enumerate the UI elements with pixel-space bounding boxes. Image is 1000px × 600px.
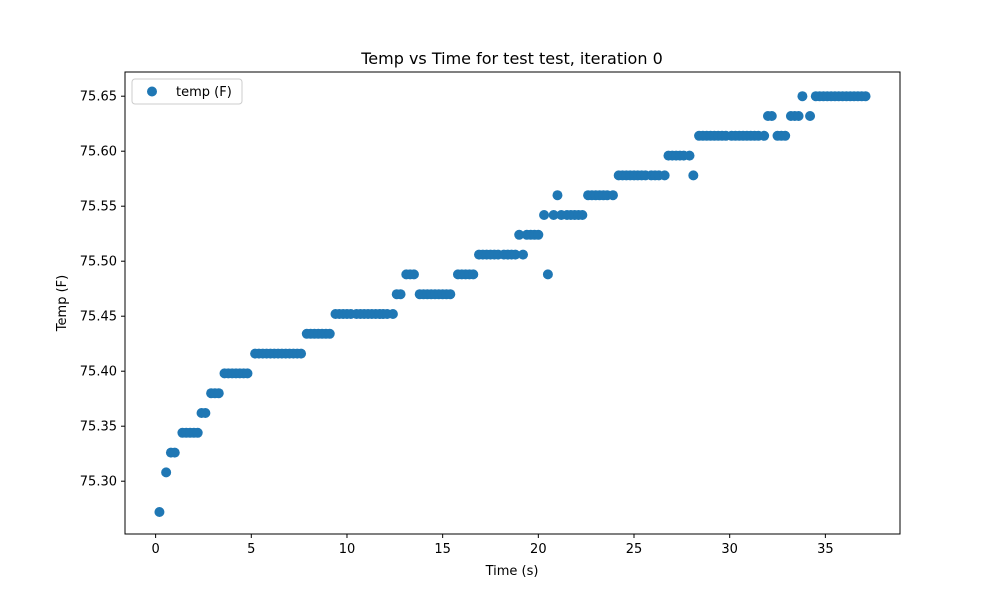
legend-label: temp (F) xyxy=(176,85,232,100)
y-tick-label: 75.65 xyxy=(80,90,117,105)
y-axis-label: Temp (F) xyxy=(55,275,70,332)
x-tick-label: 15 xyxy=(434,542,451,557)
plot-frame xyxy=(124,71,901,535)
x-tick-label: 20 xyxy=(530,542,547,557)
data-point xyxy=(688,170,699,181)
data-point xyxy=(242,368,253,379)
y-tick-label: 75.30 xyxy=(80,475,117,490)
x-tick-label: 0 xyxy=(151,542,159,557)
data-point xyxy=(766,111,777,121)
data-point xyxy=(539,210,550,220)
data-point xyxy=(395,289,406,300)
data-point xyxy=(793,111,804,121)
data-point xyxy=(514,229,525,240)
data-point xyxy=(548,210,559,220)
x-tick-label: 5 xyxy=(247,542,255,557)
data-point xyxy=(387,309,398,319)
data-point xyxy=(468,269,479,280)
y-tick-label: 75.50 xyxy=(80,255,117,270)
data-point xyxy=(408,269,419,280)
data-point xyxy=(659,170,670,181)
data-point xyxy=(759,130,770,141)
data-point xyxy=(684,150,695,161)
data-point xyxy=(860,91,871,102)
data-point xyxy=(510,249,521,260)
data-point xyxy=(552,190,563,201)
x-tick-label: 30 xyxy=(721,542,738,557)
data-point xyxy=(169,447,180,458)
data-point xyxy=(192,427,203,438)
data-point xyxy=(780,130,791,141)
y-tick-label: 75.55 xyxy=(80,200,117,215)
legend: temp (F) xyxy=(131,78,243,105)
x-axis-label: Time (s) xyxy=(485,564,539,579)
y-tick-label: 75.45 xyxy=(80,310,117,325)
data-point xyxy=(607,190,618,201)
data-point xyxy=(200,408,211,418)
x-tick-label: 10 xyxy=(339,542,356,557)
y-tick-label: 75.40 xyxy=(80,365,117,380)
data-point xyxy=(445,289,456,300)
data-point xyxy=(533,229,544,240)
chart-title: Temp vs Time for test test, iteration 0 xyxy=(360,49,663,68)
x-tick-label: 25 xyxy=(626,542,643,557)
axis-ticks: 0 5 10 15 20 25 30 35 75.30 75.35 75.40 75.45 75.50 7… xyxy=(80,90,834,557)
data-point xyxy=(518,249,529,260)
data-point xyxy=(542,269,553,280)
y-tick-label: 75.35 xyxy=(80,420,117,435)
y-tick-label: 75.60 xyxy=(80,145,117,160)
data-point xyxy=(324,328,335,339)
data-point xyxy=(296,348,307,359)
data-point xyxy=(797,91,808,102)
x-tick-label: 35 xyxy=(817,542,834,557)
data-point xyxy=(213,388,224,399)
data-point xyxy=(577,210,588,220)
data-point xyxy=(154,507,165,517)
legend-marker xyxy=(147,86,157,97)
data-point xyxy=(805,111,816,121)
data-point xyxy=(161,467,172,478)
legend-box xyxy=(131,78,243,105)
data-points xyxy=(154,91,871,517)
